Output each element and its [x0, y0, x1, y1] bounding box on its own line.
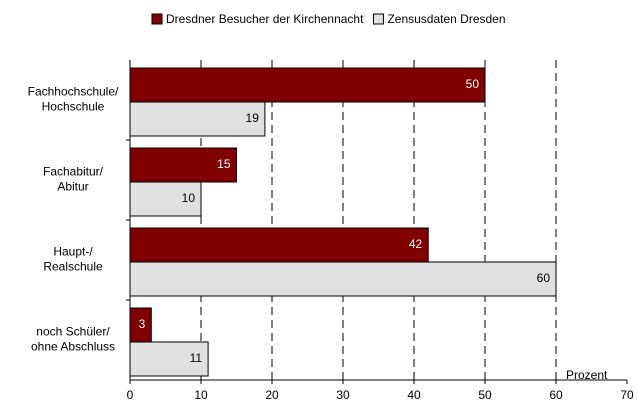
value-label: 60	[537, 271, 551, 285]
x-tick-label: 30	[336, 388, 350, 402]
value-label: 11	[190, 351, 203, 365]
y-tick-label: Fachhochschule/	[28, 85, 119, 99]
y-tick-label: Abitur	[57, 180, 88, 194]
y-tick-label: noch Schüler/	[36, 325, 110, 339]
x-tick-label: 20	[265, 388, 279, 402]
bar	[129, 101, 266, 137]
value-label: 42	[409, 237, 423, 251]
x-axis-label: Prozent	[566, 368, 608, 382]
y-tick-label: Haupt-/	[53, 245, 93, 259]
value-label: 19	[246, 111, 260, 125]
legend-label: Zensusdaten Dresden	[387, 12, 505, 26]
bar	[129, 67, 486, 103]
value-label: 10	[182, 191, 196, 205]
x-tick-label: 10	[194, 388, 208, 402]
y-tick-label: Fachabitur/	[43, 165, 104, 179]
bar	[129, 261, 557, 297]
value-label: 3	[139, 317, 146, 331]
x-tick-label: 60	[549, 388, 563, 402]
value-label: 15	[217, 157, 231, 171]
legend-label: Dresdner Besucher der Kirchennacht	[166, 12, 364, 26]
y-tick-label: ohne Abschluss	[31, 340, 115, 354]
legend-swatch	[372, 13, 384, 25]
bar	[129, 227, 429, 263]
bar	[129, 181, 202, 217]
x-tick-label: 50	[478, 388, 492, 402]
x-tick-label: 40	[407, 388, 421, 402]
x-tick-label: 70	[620, 388, 634, 402]
value-label: 50	[466, 77, 480, 91]
y-tick-label: Hochschule	[42, 100, 105, 114]
bar	[129, 341, 209, 377]
x-tick-label: 0	[127, 388, 134, 402]
legend-swatch	[151, 13, 163, 25]
bar	[129, 147, 237, 183]
y-tick-label: Realschule	[43, 260, 103, 274]
